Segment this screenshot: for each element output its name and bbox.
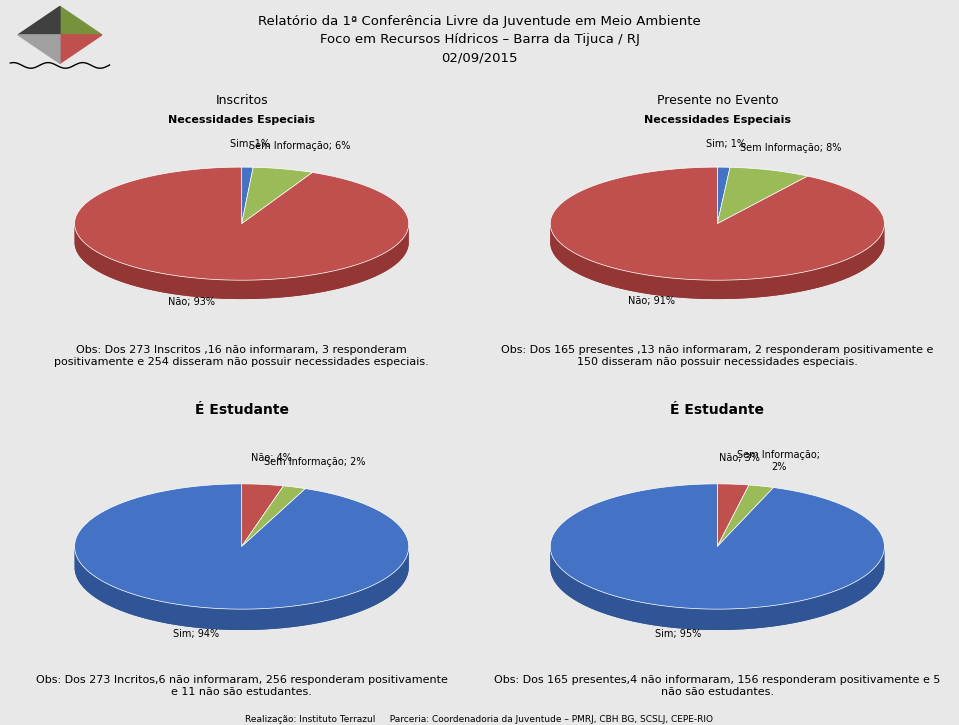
Polygon shape — [550, 547, 884, 630]
Text: Não; 4%: Não; 4% — [250, 453, 292, 463]
Text: É Estudante: É Estudante — [670, 403, 764, 417]
Text: Obs: Dos 165 presentes,4 não informaram, 156 responderam positivamente e 5
não s: Obs: Dos 165 presentes,4 não informaram,… — [494, 675, 941, 697]
Polygon shape — [75, 484, 409, 609]
Polygon shape — [75, 547, 409, 630]
Polygon shape — [550, 223, 884, 299]
Polygon shape — [717, 485, 774, 547]
Polygon shape — [242, 486, 305, 547]
Polygon shape — [60, 35, 102, 63]
Text: Necessidades Especiais: Necessidades Especiais — [168, 115, 316, 125]
Text: Sim; 1%: Sim; 1% — [229, 138, 269, 149]
Polygon shape — [75, 223, 409, 299]
Polygon shape — [717, 167, 730, 223]
Polygon shape — [75, 167, 409, 280]
Polygon shape — [550, 226, 884, 299]
Text: Sem Informação; 8%: Sem Informação; 8% — [740, 143, 842, 153]
Text: Foco em Recursos Hídricos – Barra da Tijuca / RJ: Foco em Recursos Hídricos – Barra da Tij… — [319, 33, 640, 46]
Text: Inscritos: Inscritos — [216, 94, 268, 107]
Text: Sem Informação;
2%: Sem Informação; 2% — [737, 450, 820, 472]
Text: Não; 93%: Não; 93% — [168, 297, 215, 307]
Text: Sim; 94%: Sim; 94% — [174, 629, 220, 639]
Polygon shape — [18, 7, 60, 35]
Text: Obs: Dos 273 Inscritos ,16 não informaram, 3 responderam
positivamente e 254 dis: Obs: Dos 273 Inscritos ,16 não informara… — [55, 345, 429, 367]
Text: Sem Informação; 6%: Sem Informação; 6% — [249, 141, 350, 151]
Text: Não; 91%: Não; 91% — [628, 296, 675, 305]
Text: Obs: Dos 273 Incritos,6 não informaram, 256 responderam positivamente
e 11 não s: Obs: Dos 273 Incritos,6 não informaram, … — [35, 675, 448, 697]
Text: Não; 3%: Não; 3% — [719, 453, 760, 463]
Text: 02/09/2015: 02/09/2015 — [441, 51, 518, 65]
Polygon shape — [242, 167, 313, 223]
Polygon shape — [550, 549, 884, 630]
Text: Presente no Evento: Presente no Evento — [657, 94, 778, 107]
Polygon shape — [550, 167, 884, 280]
Text: Relatório da 1ª Conferência Livre da Juventude em Meio Ambiente: Relatório da 1ª Conferência Livre da Juv… — [258, 14, 701, 28]
Polygon shape — [60, 7, 102, 35]
Text: Sim; 95%: Sim; 95% — [655, 629, 701, 639]
Polygon shape — [717, 484, 749, 547]
Polygon shape — [75, 225, 409, 299]
Text: Sem Informação; 2%: Sem Informação; 2% — [265, 457, 366, 468]
Polygon shape — [242, 167, 253, 223]
Polygon shape — [717, 167, 807, 223]
Polygon shape — [75, 547, 409, 630]
Polygon shape — [18, 35, 60, 63]
Text: Realização: Instituto Terrazul     Parceria: Coordenadoria da Juventude – PMRJ, : Realização: Instituto Terrazul Parceria:… — [246, 716, 713, 724]
Polygon shape — [242, 484, 284, 547]
Polygon shape — [550, 484, 884, 609]
Text: Sim; 1%: Sim; 1% — [706, 138, 746, 149]
Text: Obs: Dos 165 presentes ,13 não informaram, 2 responderam positivamente e
150 dis: Obs: Dos 165 presentes ,13 não informara… — [502, 345, 933, 367]
Text: Necessidades Especiais: Necessidades Especiais — [643, 115, 791, 125]
Text: É Estudante: É Estudante — [195, 403, 289, 417]
